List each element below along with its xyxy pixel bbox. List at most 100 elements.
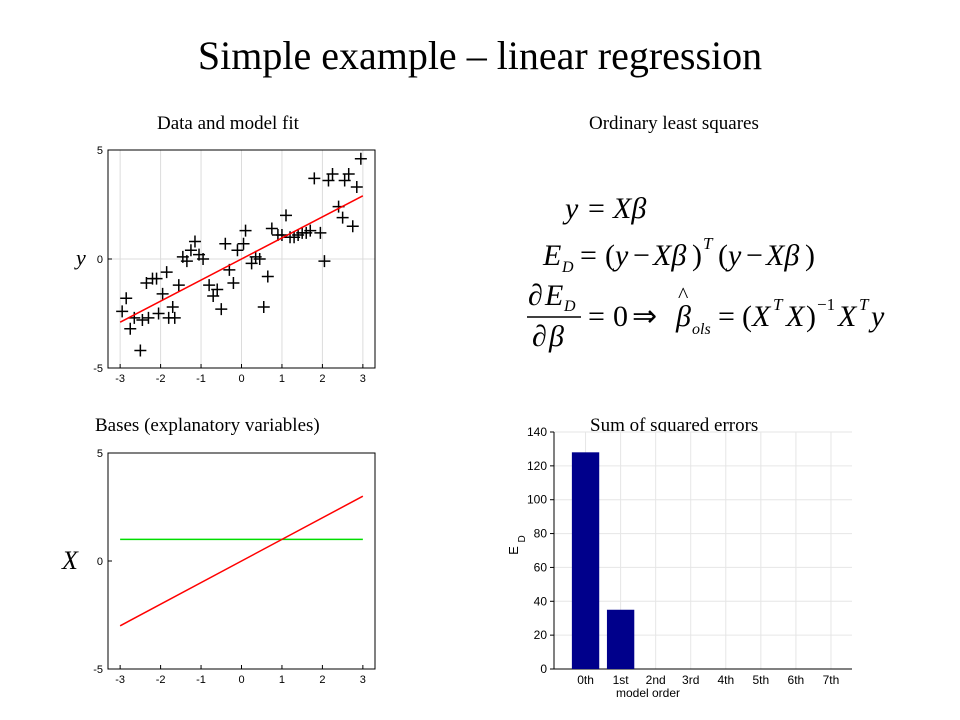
data-point [152,307,165,320]
data-point [124,322,137,335]
svg-text:(: ( [718,239,728,272]
svg-text:ols: ols [692,321,711,338]
svg-text:y: y [868,300,885,333]
data-point [150,272,163,285]
svg-text:0: 0 [613,300,628,333]
x-tick-label: 3 [360,674,366,686]
data-point [188,235,201,248]
data-point [168,311,181,324]
svg-text:X: X [751,300,772,333]
data-point [318,255,331,268]
x-tick-label: -3 [115,373,125,385]
x-tick-label: 5th [753,673,770,687]
y-axis-label: y [74,245,86,270]
data-point [261,270,274,283]
y-tick-label: 40 [534,594,548,608]
x-tick-label: 6th [788,673,805,687]
svg-text:∂: ∂ [532,320,547,353]
x-tick-label: 1 [279,674,285,686]
svg-text:(: ( [742,300,752,333]
data-point [308,172,321,185]
svg-text:=: = [588,192,605,225]
svg-text:Xβ: Xβ [765,239,799,272]
x-tick-label: 2 [319,674,325,686]
data-point [172,279,185,292]
y-tick-label: 0 [97,254,103,266]
data-point [120,292,133,305]
svg-text:⇒: ⇒ [632,300,657,333]
x-tick-label: 0th [577,673,594,687]
data-point [140,276,153,289]
y-tick-label: -5 [93,363,103,375]
y-tick-label: 60 [534,560,548,574]
x-tick-label: 0 [238,373,244,385]
svg-text:T: T [773,295,784,314]
x-tick-label: -2 [156,674,166,686]
svg-text:=: = [580,239,597,272]
data-point [338,174,351,187]
data-point [184,244,197,257]
data-point [116,305,129,318]
sse-bar [571,452,600,669]
svg-text:=: = [588,300,605,333]
svg-text:∂: ∂ [528,279,543,312]
equation-error: E D = ( y − Xβ ) T ( y − Xβ ) [542,234,815,276]
svg-text:D: D [563,298,576,315]
y-tick-label: 20 [534,628,548,642]
data-point [350,181,363,194]
data-point [231,244,244,257]
svg-text:E: E [542,239,561,272]
data-point [239,224,252,237]
y-tick-label: 5 [97,145,103,157]
y-tick-label: 80 [534,527,548,541]
y-tick-label: 140 [527,425,547,439]
data-point [211,283,224,296]
data-point [207,290,220,303]
data-point [346,220,359,233]
data-point [336,211,349,224]
svg-text:β: β [548,320,564,353]
ols-panel-title: Ordinary least squares [589,113,759,134]
svg-text:X: X [837,300,858,333]
x-tick-label: 2nd [646,673,666,687]
y-axis-label-sub: D [517,535,528,542]
data-point [142,311,155,324]
x-tick-label: -2 [156,373,166,385]
data-point [326,167,339,180]
data-point [342,167,355,180]
data-point [136,314,149,327]
data-point [354,152,367,165]
data-point [128,311,141,324]
svg-text:E: E [544,279,563,312]
data-point [265,222,278,235]
data-point [180,255,193,268]
x-tick-label: -1 [196,373,206,385]
plot-area [554,432,852,669]
slide-title: Simple example – linear regression [197,33,763,78]
svg-text:Xβ: Xβ [612,192,646,225]
fit-line [119,195,364,323]
svg-text:T: T [859,295,870,314]
x-axis-label: X [61,546,79,575]
y-tick-label: 0 [97,556,103,568]
svg-text:D: D [561,259,574,276]
data-point [227,276,240,289]
data-point [166,300,179,313]
svg-text:y: y [612,239,629,272]
svg-text:y: y [562,192,579,225]
data-point [156,287,169,300]
equation-ols-solution: ∂ E D ∂ β = 0 ⇒ β ^ ols = ( X T X ) −1 X… [527,279,885,353]
x-tick-label: 2 [319,373,325,385]
equation-model: y = Xβ [562,192,646,225]
x-tick-label: -3 [115,674,125,686]
fit-panel-title: Data and model fit [157,113,299,134]
data-point [322,174,335,187]
x-tick-label: 1 [279,373,285,385]
x-tick-label: 1st [613,673,630,687]
x-tick-label: 3 [360,373,366,385]
y-tick-label: 0 [540,662,547,676]
data-point [134,344,147,357]
